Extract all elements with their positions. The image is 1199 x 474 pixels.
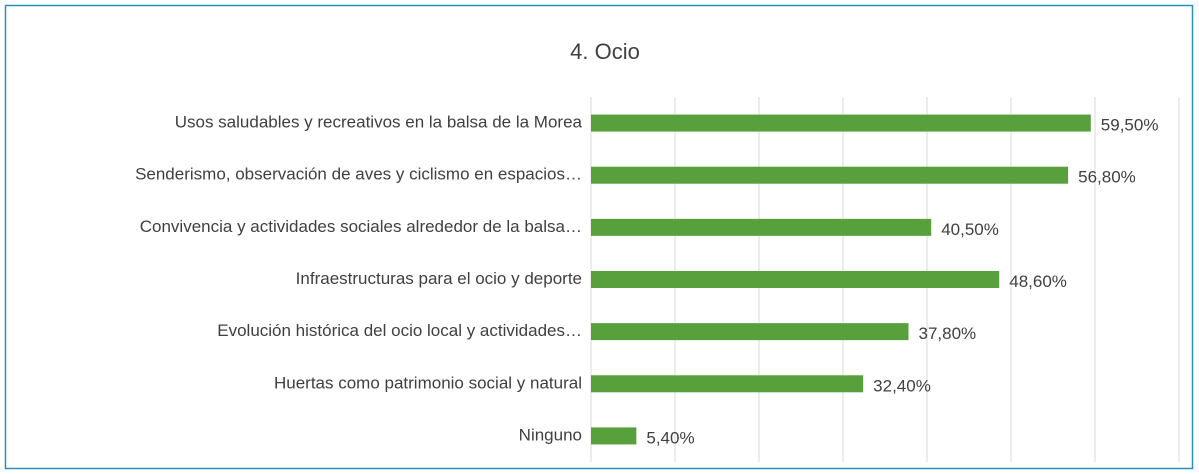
- value-label: 56,80%: [1078, 168, 1136, 187]
- bar: [591, 427, 637, 445]
- bar: [591, 375, 864, 393]
- category-label: Ninguno: [519, 425, 582, 444]
- category-label: Infraestructuras para el ocio y deporte: [296, 269, 582, 288]
- bar: [591, 323, 909, 341]
- chart-frame: [4, 4, 1194, 470]
- value-label: 40,50%: [941, 220, 999, 239]
- category-label: Evolución histórica del ocio local y act…: [217, 321, 582, 340]
- category-label: Huertas como patrimonio social y natural: [274, 373, 582, 392]
- category-label: Usos saludables y recreativos en la bals…: [175, 113, 583, 132]
- bar: [591, 114, 1091, 132]
- category-label: Convivencia y actividades sociales alred…: [140, 217, 582, 236]
- value-label: 37,80%: [919, 324, 977, 343]
- value-label: 48,60%: [1009, 272, 1067, 291]
- value-label: 59,50%: [1101, 116, 1159, 135]
- value-label: 5,40%: [646, 428, 694, 447]
- bar: [591, 166, 1069, 184]
- category-label: Senderismo, observación de aves y ciclis…: [135, 165, 582, 184]
- value-label: 32,40%: [873, 376, 931, 395]
- bar: [591, 271, 1000, 288]
- chart-title: 4. Ocio: [570, 39, 640, 64]
- bar: [591, 218, 932, 236]
